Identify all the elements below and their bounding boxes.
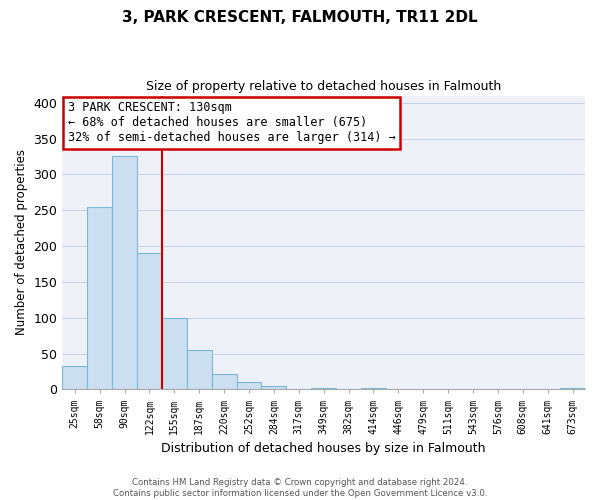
Bar <box>137 253 162 390</box>
Text: 3, PARK CRESCENT, FALMOUTH, TR11 2DL: 3, PARK CRESCENT, FALMOUTH, TR11 2DL <box>122 10 478 25</box>
Text: Contains HM Land Registry data © Crown copyright and database right 2024.
Contai: Contains HM Land Registry data © Crown c… <box>113 478 487 498</box>
Bar <box>311 388 336 390</box>
Bar <box>560 388 585 390</box>
Y-axis label: Number of detached properties: Number of detached properties <box>15 150 28 336</box>
Text: 3 PARK CRESCENT: 130sqm
← 68% of detached houses are smaller (675)
32% of semi-d: 3 PARK CRESCENT: 130sqm ← 68% of detache… <box>68 102 395 144</box>
Bar <box>236 382 262 390</box>
Bar <box>87 206 112 390</box>
Title: Size of property relative to detached houses in Falmouth: Size of property relative to detached ho… <box>146 80 501 93</box>
Bar <box>187 350 212 390</box>
X-axis label: Distribution of detached houses by size in Falmouth: Distribution of detached houses by size … <box>161 442 486 455</box>
Bar <box>162 318 187 390</box>
Bar <box>112 156 137 390</box>
Bar <box>212 374 236 390</box>
Bar <box>62 366 87 390</box>
Bar <box>262 386 286 390</box>
Bar <box>361 388 386 390</box>
